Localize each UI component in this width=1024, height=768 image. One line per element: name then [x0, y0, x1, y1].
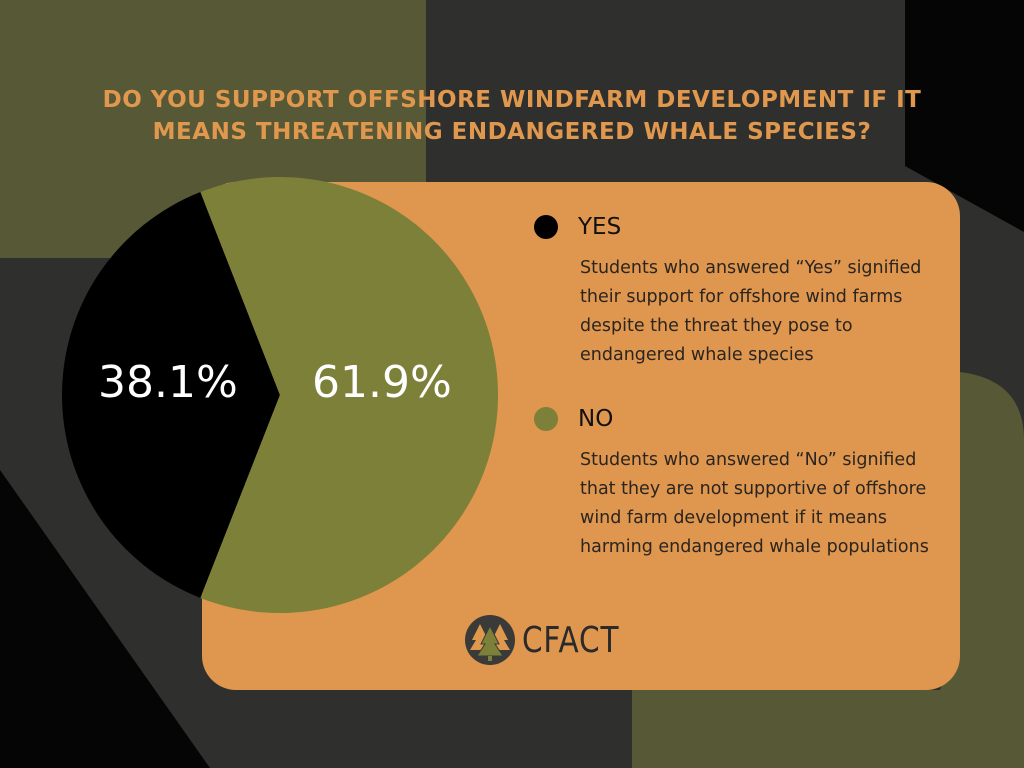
bg-black-shard-top-right: [905, 0, 1024, 232]
pine-trees-icon: [465, 615, 515, 665]
bg-olive-block-bottom-right: [632, 372, 1024, 768]
legend-description-no: Students who answered “No” signified tha…: [580, 450, 929, 557]
chart-title: DO YOU SUPPORT OFFSHORE WINDFARM DEVELOP…: [60, 84, 964, 148]
legend-item-no: NO Students who answered “No” signified …: [534, 402, 954, 562]
pie-slice-no: [200, 177, 499, 614]
pie-label-yes: 38.1%: [98, 357, 238, 408]
cfact-logo: CFACT: [464, 614, 641, 666]
pie-slice-yes: [62, 192, 280, 598]
legend-dot-yes: [534, 215, 558, 239]
legend-item-yes: YES Students who answered “Yes” signifie…: [534, 210, 954, 370]
legend-description-yes: Students who answered “Yes” signified th…: [580, 258, 922, 365]
legend-dot-no: [534, 407, 558, 431]
legend-label-yes: YES: [578, 214, 622, 240]
chart-title-line-2: MEANS THREATENING ENDANGERED WHALE SPECI…: [152, 119, 872, 145]
pie-label-no: 61.9%: [312, 357, 452, 408]
legend-label-no: NO: [578, 406, 614, 432]
chart-title-line-1: DO YOU SUPPORT OFFSHORE WINDFARM DEVELOP…: [102, 87, 922, 113]
bg-black-shard-bottom-left: [0, 470, 210, 768]
logo-text: CFACT: [522, 619, 620, 661]
